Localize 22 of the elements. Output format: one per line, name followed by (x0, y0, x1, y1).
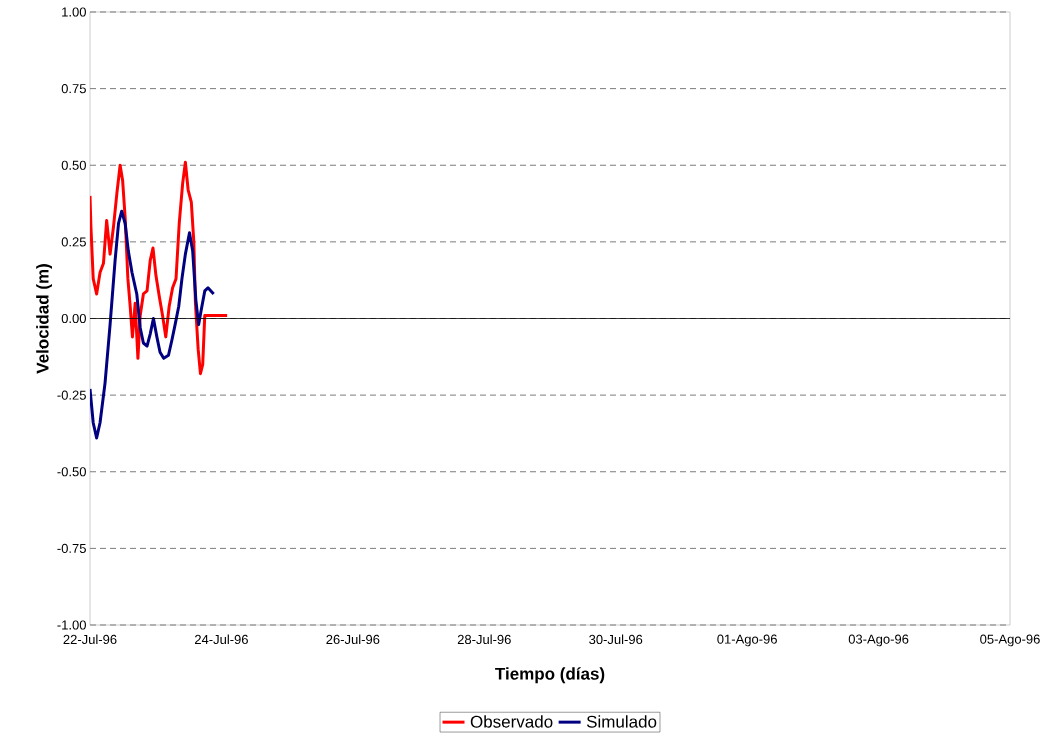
y-tick-label: -1.00 (57, 620, 86, 630)
line-series (90, 209, 216, 440)
y-tick-label: -0.50 (57, 467, 86, 477)
y-tick-label: 0.00 (61, 313, 86, 324)
x-tick-label: 28-Jul-96 (457, 634, 511, 645)
legend-label: Observado (470, 715, 553, 728)
y-tick-label: 0.75 (61, 84, 86, 94)
y-tick-label: 0.50 (61, 160, 86, 170)
x-tick-label: 24-Jul-96 (194, 634, 248, 645)
x-tick-label: 05-Ago-96 (980, 634, 1040, 647)
y-tick-label: 0.25 (61, 237, 86, 247)
legend-label: Simulado (586, 715, 657, 728)
x-tick-label: 22-Jul-96 (63, 634, 117, 645)
x-tick-label: 26-Jul-96 (326, 634, 380, 645)
x-axis-title: Tiempo (días) (495, 667, 605, 684)
x-tick-label: 30-Jul-96 (589, 634, 643, 645)
y-axis-title: Velocidad (m) (36, 264, 53, 374)
y-tick-label: -0.75 (57, 543, 86, 553)
y-tick-label: 1.00 (62, 7, 86, 17)
x-tick-label: 01-Ago-96 (717, 634, 777, 647)
x-tick-label: 03-Ago-96 (848, 634, 909, 647)
y-tick-label: -0.25 (57, 390, 86, 400)
